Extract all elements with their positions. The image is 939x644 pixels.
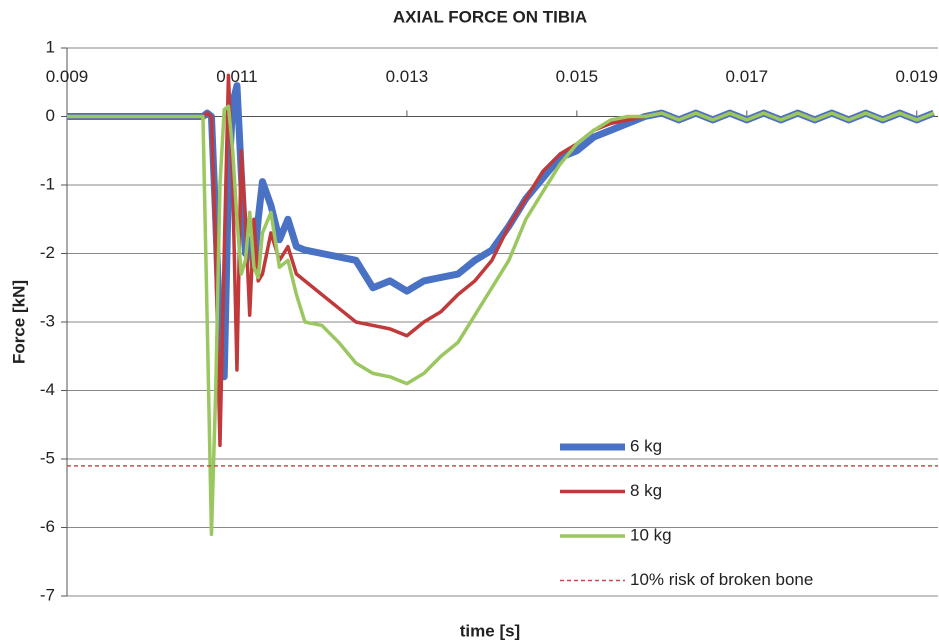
- y-tick-label: -2: [40, 243, 55, 262]
- y-axis-title: Force [kN]: [9, 280, 28, 364]
- x-tick-label: 0.015: [556, 67, 599, 86]
- x-tick-label: 0.019: [895, 67, 938, 86]
- series-line: [67, 82, 936, 381]
- x-axis-title: time [s]: [460, 621, 520, 640]
- y-tick-label: -7: [40, 585, 55, 604]
- y-tick-label: -6: [40, 517, 55, 536]
- y-tick-label: -3: [40, 311, 55, 330]
- y-tick-label: -1: [40, 174, 55, 193]
- y-tick-label: 0: [46, 106, 55, 125]
- series-line: [67, 73, 935, 448]
- y-tick-label: -5: [40, 448, 55, 467]
- y-tick-label: 1: [46, 37, 55, 56]
- legend-label: 10 kg: [630, 525, 672, 544]
- y-tick-label: -4: [40, 380, 55, 399]
- legend-label: 8 kg: [630, 481, 662, 500]
- x-tick-label: 0.009: [46, 67, 89, 86]
- series-line: [67, 104, 935, 537]
- legend-label: 6 kg: [630, 436, 662, 455]
- x-tick-label: 0.017: [726, 67, 769, 86]
- chart-title: AXIAL FORCE ON TIBIA: [393, 7, 587, 26]
- x-tick-label: 0.013: [386, 67, 429, 86]
- legend-label: 10% risk of broken bone: [630, 570, 813, 589]
